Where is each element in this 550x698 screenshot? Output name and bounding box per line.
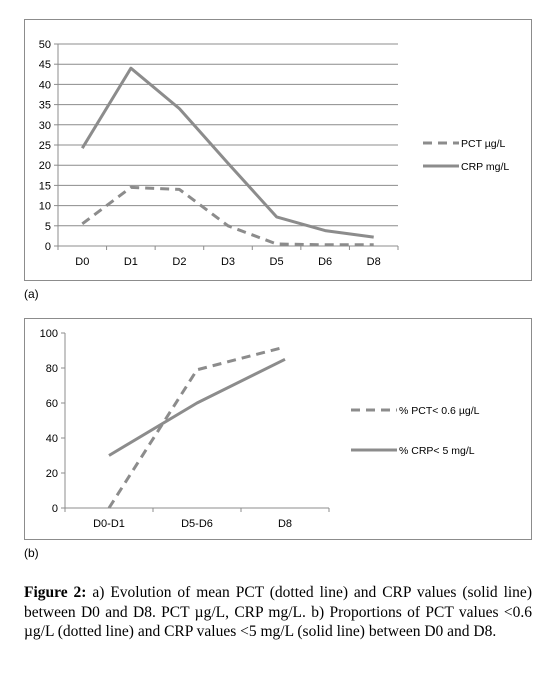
panel-label-a: (a)	[24, 287, 39, 301]
chart-a-legend-label: CRP mg/L	[461, 161, 509, 173]
chart-b: 0 20 40 60 80 100 D0-D1 D5-D6 D8 % PCT< 0.6 µg/L%…	[40, 328, 480, 530]
chart-a-y-tick-label: 25	[39, 140, 51, 152]
chart-b-y-tick-label: 80	[46, 363, 58, 375]
chart-b-x-tick-label: D5-D6	[181, 518, 213, 530]
chart-a-y-tick-label: 50	[39, 39, 51, 51]
chart-a-y-tick-label: 45	[39, 59, 51, 71]
chart-a-x-tick-label: D8	[367, 256, 381, 268]
chart-a-y-tick-label: 40	[39, 79, 51, 91]
chart-a-frame: 0 5 10 15 20 25 30 35 40 45 50 D0 D1 D2 D3 D5 D6 D8 PCT µg…	[24, 19, 532, 281]
chart-b-y-tick-label: 20	[46, 468, 58, 480]
chart-a-series-dashed-line	[81, 185, 374, 247]
chart-b-y-tick-label: 100	[40, 328, 58, 340]
chart-a-y-tick-label: 5	[45, 221, 51, 233]
chart-a-y-tick-label: 30	[39, 120, 51, 132]
chart-a-y-tick-label: 15	[39, 180, 51, 192]
chart-b-series-solid-line	[108, 357, 286, 457]
caption-text: a) Evolution of mean PCT (dotted line) a…	[24, 584, 532, 640]
chart-b-legend-label: % PCT< 0.6 µg/L	[399, 405, 480, 417]
chart-a-x-tick-label: D2	[172, 256, 186, 268]
chart-a-x-tick-label: D5	[270, 256, 284, 268]
chart-b-y-tick-label: 0	[52, 503, 58, 515]
chart-a: 0 5 10 15 20 25 30 35 40 45 50 D0 D1 D2 D3 D5 D6 D8 PCT µg…	[39, 39, 510, 268]
panel-label-b: (b)	[24, 546, 39, 560]
chart-b-y-tick-label: 60	[46, 398, 58, 410]
chart-a-y-tick-label: 35	[39, 100, 51, 112]
chart-b-y-tick-label: 40	[46, 433, 58, 445]
chart-b-legend-label: % CRP< 5 mg/L	[399, 445, 475, 457]
chart-a-x-tick-label: D3	[221, 256, 235, 268]
chart-a-x-tick-label: D0	[75, 256, 89, 268]
chart-b-x-tick-label: D0-D1	[93, 518, 125, 530]
chart-a-y-tick-label: 0	[45, 241, 51, 253]
figure-caption: Figure 2: a) Evolution of mean PCT (dott…	[24, 583, 532, 642]
caption-label: Figure 2:	[24, 584, 87, 601]
chart-a-x-tick-label: D1	[124, 256, 138, 268]
chart-a-series-solid-line	[81, 66, 374, 239]
chart-b-frame: 0 20 40 60 80 100 D0-D1 D5-D6 D8 % PCT< 0.6 µg/L%…	[24, 318, 532, 540]
chart-a-x-tick-label: D6	[318, 256, 332, 268]
chart-a-y-tick-label: 20	[39, 160, 51, 172]
chart-a-y-tick-label: 10	[39, 201, 51, 213]
chart-b-x-tick-label: D8	[278, 518, 292, 530]
chart-a-legend-label: PCT µg/L	[461, 138, 506, 150]
